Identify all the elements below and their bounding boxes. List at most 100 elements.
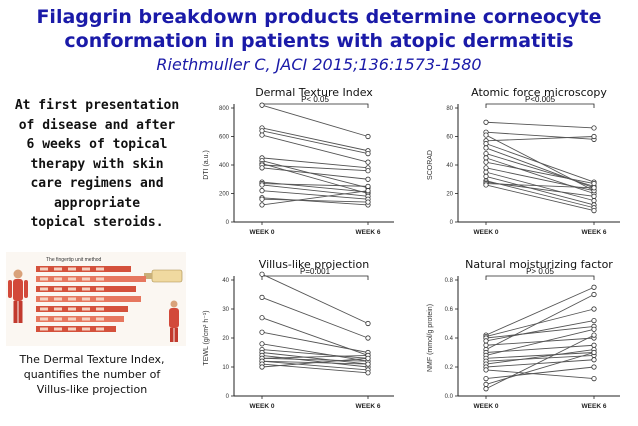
significance-bracket bbox=[261, 275, 369, 280]
data-point-week0 bbox=[483, 169, 489, 175]
data-point-week0 bbox=[483, 165, 489, 171]
dosage-row-marker bbox=[54, 327, 62, 331]
paired-line bbox=[485, 328, 595, 356]
paired-line bbox=[261, 273, 369, 324]
data-point-week6 bbox=[365, 133, 371, 140]
dosage-row-marker bbox=[82, 277, 90, 281]
study-description-line: At first presentation bbox=[14, 98, 180, 113]
body-figure-icon bbox=[8, 269, 28, 323]
data-point-week6 bbox=[591, 284, 597, 290]
paired-line bbox=[261, 183, 369, 187]
paired-line bbox=[485, 352, 595, 385]
data-point-week6 bbox=[365, 199, 371, 205]
study-description-line: therapy with skin bbox=[30, 156, 164, 172]
dosage-row-marker bbox=[54, 307, 62, 311]
data-point-week0 bbox=[259, 271, 265, 277]
data-point-week0 bbox=[259, 364, 265, 370]
y-tick-label: 10 bbox=[222, 365, 229, 371]
data-point-week6 bbox=[365, 176, 371, 182]
data-point-week6 bbox=[591, 317, 597, 324]
dosage-row-bar bbox=[36, 276, 146, 282]
chart-title: Atomic force microscopy bbox=[471, 86, 607, 99]
dosage-row-marker bbox=[68, 327, 76, 331]
y-axis-label: TEWL (g/cm² h⁻¹) bbox=[203, 310, 210, 365]
data-point-week0 bbox=[483, 381, 489, 388]
data-point-week0 bbox=[259, 132, 265, 138]
data-point-week0 bbox=[483, 376, 489, 382]
data-point-week6 bbox=[591, 198, 597, 204]
study-description: At first presentation of disease and aft… bbox=[2, 96, 192, 233]
x-tick-label: WEEK 6 bbox=[582, 229, 607, 236]
data-point-week0 bbox=[483, 132, 489, 138]
paired-line bbox=[261, 160, 369, 189]
paired-line bbox=[485, 184, 595, 212]
data-point-week0 bbox=[483, 159, 489, 165]
data-point-week6 bbox=[591, 306, 597, 312]
data-point-week0 bbox=[483, 386, 489, 392]
data-point-week0 bbox=[259, 294, 265, 301]
paired-line bbox=[261, 127, 369, 152]
data-point-week6 bbox=[591, 193, 597, 199]
study-description-line: of disease and after bbox=[18, 117, 176, 133]
paired-line bbox=[261, 157, 369, 169]
y-tick-label: 400 bbox=[219, 163, 230, 169]
p-value-label: P<0.005 bbox=[525, 95, 556, 104]
data-point-week0 bbox=[483, 173, 489, 180]
dosage-row-marker bbox=[96, 267, 104, 271]
dosage-row-marker bbox=[82, 267, 90, 271]
chart-dermal-texture-index: Dermal Texture Index 0 200 400 600 800 DTI (a.… bbox=[203, 86, 394, 236]
y-tick-label: 30 bbox=[222, 307, 229, 313]
caption-line: Villus-like projection bbox=[36, 383, 148, 396]
paired-line bbox=[261, 357, 369, 368]
data-point-week0 bbox=[483, 182, 489, 188]
y-tick-label: 40 bbox=[446, 163, 453, 169]
data-point-week6 bbox=[591, 180, 597, 187]
y-tick-label: 40 bbox=[222, 278, 229, 284]
y-tick-label: 20 bbox=[446, 192, 453, 198]
data-point-week0 bbox=[483, 155, 489, 161]
x-tick-label: WEEK 0 bbox=[474, 403, 499, 410]
paired-line bbox=[485, 354, 595, 362]
x-tick-label: WEEK 6 bbox=[356, 229, 381, 236]
dosage-row-marker bbox=[68, 267, 76, 271]
paired-line bbox=[261, 331, 369, 353]
p-value-label: P=0.001 bbox=[300, 267, 331, 276]
study-description-line: 6 weeks of topical bbox=[26, 137, 168, 152]
paired-line bbox=[261, 296, 369, 339]
dosage-row-marker bbox=[40, 327, 48, 331]
dosage-row-marker bbox=[82, 307, 90, 311]
data-point-week0 bbox=[259, 315, 265, 321]
paired-line bbox=[261, 197, 369, 206]
significance-bracket bbox=[261, 103, 369, 108]
data-point-week6 bbox=[365, 151, 371, 157]
data-point-week0 bbox=[259, 341, 265, 347]
y-axis-label: SCORAD bbox=[427, 150, 434, 180]
paired-line bbox=[261, 163, 369, 194]
data-point-week6 bbox=[591, 185, 597, 191]
paired-line bbox=[485, 337, 595, 346]
dosage-row-marker bbox=[96, 327, 104, 331]
data-point-week6 bbox=[591, 364, 597, 370]
dosage-row-marker bbox=[68, 307, 76, 311]
p-value-label: P< 0.05 bbox=[301, 95, 329, 104]
paired-line bbox=[261, 134, 369, 163]
y-tick-label: 0.0 bbox=[445, 394, 454, 400]
paired-line bbox=[485, 121, 595, 129]
thumbnail-header: The fingertip unit method bbox=[46, 257, 102, 263]
paired-line bbox=[261, 167, 369, 180]
x-tick-label: WEEK 6 bbox=[582, 403, 607, 410]
dosage-row-marker bbox=[82, 297, 90, 301]
data-point-week6 bbox=[591, 133, 597, 140]
paired-line bbox=[485, 136, 595, 142]
y-axis-label: NMF (mmol/g protein) bbox=[427, 304, 434, 372]
data-point-week0 bbox=[259, 128, 265, 134]
paired-line bbox=[485, 366, 595, 380]
dosage-rows bbox=[36, 266, 146, 332]
cream-tube-icon bbox=[144, 269, 183, 283]
data-point-week6 bbox=[591, 349, 597, 356]
significance-bracket bbox=[485, 103, 595, 108]
data-point-week0 bbox=[259, 329, 265, 335]
x-tick-label: WEEK 6 bbox=[356, 403, 381, 410]
paired-line bbox=[261, 104, 369, 137]
data-point-week6 bbox=[591, 125, 597, 131]
